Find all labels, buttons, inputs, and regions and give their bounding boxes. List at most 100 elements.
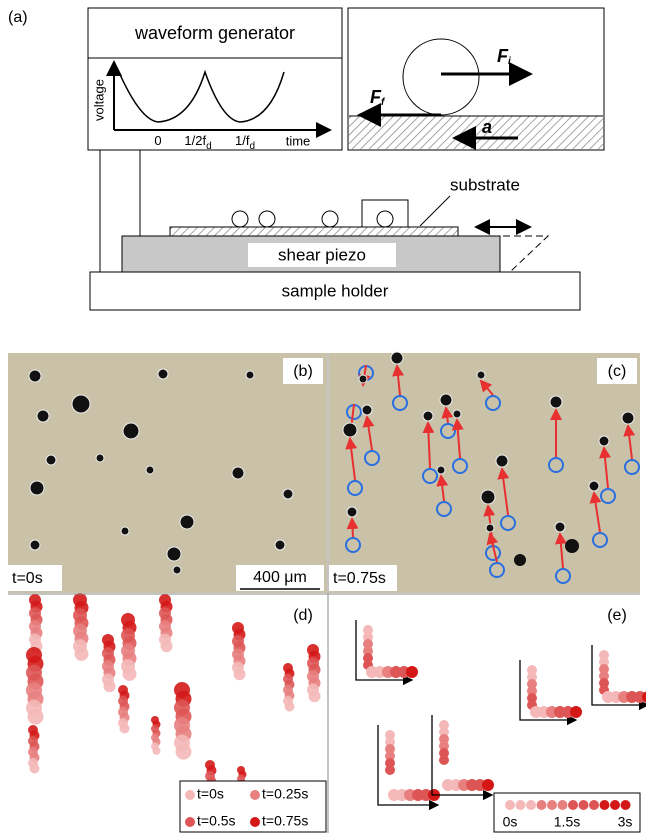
trail-dot xyxy=(385,765,395,775)
legend-dot xyxy=(610,800,620,810)
legend-dot xyxy=(185,817,195,827)
particle xyxy=(120,526,130,536)
legend-dot xyxy=(526,800,536,810)
particle xyxy=(476,370,486,380)
particle xyxy=(422,410,434,422)
acceleration: a xyxy=(482,117,492,137)
particle xyxy=(554,521,566,533)
legend-dot xyxy=(599,800,610,810)
legend-dot xyxy=(578,800,589,810)
trail-dot xyxy=(599,650,609,660)
scale-bar: 400 μm xyxy=(253,569,307,586)
displacement xyxy=(392,364,404,396)
legend-label: t=0s xyxy=(197,786,224,802)
particle xyxy=(361,404,373,416)
sub: d xyxy=(249,141,255,152)
particle xyxy=(36,409,50,423)
trail-dot xyxy=(284,701,295,712)
particle xyxy=(274,539,286,551)
waveform xyxy=(117,69,285,123)
sub: d xyxy=(206,141,212,152)
main: 0 xyxy=(154,133,161,148)
start-position xyxy=(548,457,564,473)
trail-dot xyxy=(27,708,44,725)
trail-dot xyxy=(527,665,537,675)
particle xyxy=(28,369,42,383)
holder xyxy=(89,271,581,311)
displacement xyxy=(599,446,611,489)
particle xyxy=(29,539,41,551)
legend-label: t=0.75s xyxy=(262,813,308,829)
particle xyxy=(452,409,462,419)
axes xyxy=(355,620,414,686)
panel-c xyxy=(329,353,640,593)
holder-label: sample holder xyxy=(282,281,389,300)
particle xyxy=(179,514,195,530)
panel-label: (b) xyxy=(293,363,313,380)
trail-dot xyxy=(233,668,246,681)
particle xyxy=(346,506,358,518)
trail-dot xyxy=(363,653,373,663)
panel-label: (a) xyxy=(8,9,28,26)
panel-label: (e) xyxy=(607,607,627,624)
trail-dot xyxy=(599,664,609,674)
x-label: time xyxy=(286,133,311,148)
particle xyxy=(514,554,526,566)
legend-label: 0s xyxy=(503,814,518,830)
substrate-label: substrate xyxy=(450,175,520,194)
displacement xyxy=(554,532,567,569)
particle xyxy=(166,546,182,562)
particle xyxy=(549,395,563,409)
plot-box xyxy=(87,57,343,151)
legend-dot xyxy=(547,800,557,810)
start-position xyxy=(364,450,380,466)
displacement xyxy=(479,379,494,396)
particle xyxy=(45,454,57,466)
force-friction: Ff xyxy=(370,87,386,108)
main: F xyxy=(370,87,382,107)
legend-dot xyxy=(568,800,578,810)
particle xyxy=(29,480,45,496)
legend-label: 1.5s xyxy=(554,814,580,830)
particle xyxy=(95,453,105,463)
particle xyxy=(439,393,453,407)
generator-box xyxy=(87,7,343,59)
trail-dot xyxy=(439,727,449,737)
particle xyxy=(480,489,496,505)
legend-dot xyxy=(250,817,260,827)
particle xyxy=(172,565,182,575)
x-tick: 0 xyxy=(154,133,161,148)
trail-dot xyxy=(439,720,449,730)
displacement xyxy=(345,437,358,481)
trail-dot xyxy=(527,686,537,696)
particle xyxy=(145,465,155,475)
particle xyxy=(231,466,245,480)
axes xyxy=(591,645,646,711)
particle xyxy=(282,488,294,500)
particle xyxy=(565,539,579,553)
particle xyxy=(598,435,610,447)
y-label: voltage xyxy=(91,79,106,121)
start-position xyxy=(452,458,468,474)
main: F xyxy=(497,46,509,66)
trail-dot xyxy=(570,706,582,718)
trail-dot xyxy=(363,632,373,642)
start-position xyxy=(489,562,505,578)
particle xyxy=(402,38,480,116)
label-bg xyxy=(283,358,323,384)
force-inertial: Fi xyxy=(497,46,511,67)
particle xyxy=(390,351,404,365)
trail-dot xyxy=(103,680,116,693)
axes xyxy=(377,725,440,811)
trail-dot xyxy=(363,646,373,656)
time-label: t=0.75s xyxy=(333,570,386,587)
trail-dot xyxy=(599,657,609,667)
legend-e xyxy=(493,792,641,833)
generator-label: waveform generator xyxy=(134,23,295,43)
particles xyxy=(26,351,646,811)
legend-dot xyxy=(589,800,599,810)
legend-dot xyxy=(515,800,526,810)
start-position xyxy=(485,395,501,411)
start-position xyxy=(436,501,452,517)
